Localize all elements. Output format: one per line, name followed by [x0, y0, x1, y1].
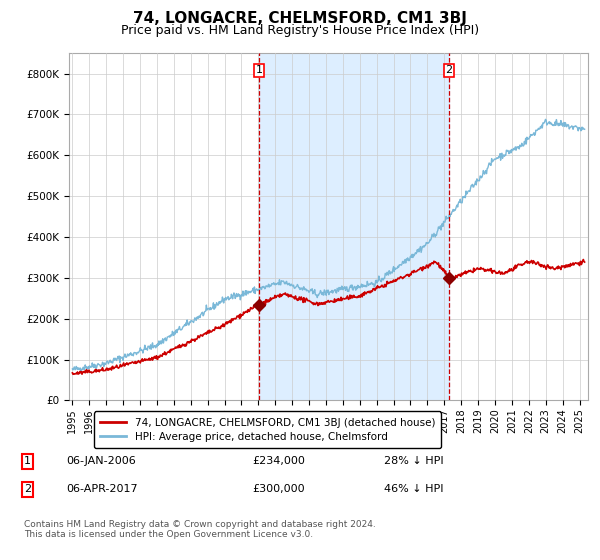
Text: 28% ↓ HPI: 28% ↓ HPI — [384, 456, 443, 466]
Legend: 74, LONGACRE, CHELMSFORD, CM1 3BJ (detached house), HPI: Average price, detached: 74, LONGACRE, CHELMSFORD, CM1 3BJ (detac… — [94, 412, 441, 448]
Text: 06-JAN-2006: 06-JAN-2006 — [66, 456, 136, 466]
Text: 1: 1 — [256, 66, 263, 76]
Bar — [259, 53, 449, 400]
Text: £234,000: £234,000 — [252, 456, 305, 466]
Text: £300,000: £300,000 — [252, 484, 305, 494]
Text: 2: 2 — [445, 66, 452, 76]
Text: Price paid vs. HM Land Registry's House Price Index (HPI): Price paid vs. HM Land Registry's House … — [121, 24, 479, 36]
Text: 1: 1 — [24, 456, 31, 466]
Text: 2: 2 — [24, 484, 31, 494]
Text: 46% ↓ HPI: 46% ↓ HPI — [384, 484, 443, 494]
Text: 74, LONGACRE, CHELMSFORD, CM1 3BJ: 74, LONGACRE, CHELMSFORD, CM1 3BJ — [133, 11, 467, 26]
Text: Contains HM Land Registry data © Crown copyright and database right 2024.
This d: Contains HM Land Registry data © Crown c… — [24, 520, 376, 539]
Text: 06-APR-2017: 06-APR-2017 — [66, 484, 137, 494]
